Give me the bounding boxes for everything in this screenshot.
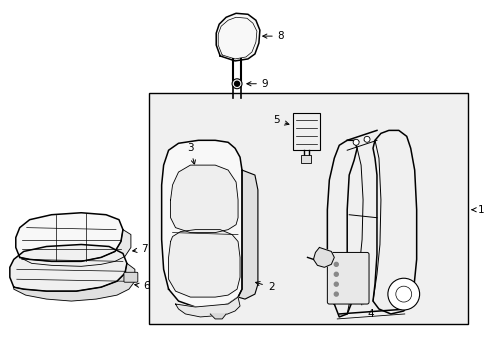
Circle shape [334, 282, 338, 286]
Polygon shape [20, 230, 131, 266]
Polygon shape [170, 165, 238, 233]
Polygon shape [10, 244, 127, 291]
Polygon shape [210, 314, 225, 319]
Polygon shape [313, 247, 334, 267]
Text: 7: 7 [132, 244, 147, 255]
Circle shape [387, 278, 419, 310]
Text: 9: 9 [246, 79, 268, 89]
Polygon shape [326, 140, 356, 317]
Circle shape [232, 79, 242, 89]
Text: 2: 2 [255, 282, 274, 292]
Polygon shape [216, 13, 259, 61]
Circle shape [234, 81, 239, 86]
Text: 3: 3 [187, 143, 195, 165]
Circle shape [352, 139, 358, 145]
Text: 8: 8 [262, 31, 284, 41]
Polygon shape [14, 264, 135, 301]
Circle shape [395, 286, 411, 302]
FancyBboxPatch shape [123, 272, 138, 282]
Polygon shape [168, 230, 240, 297]
Circle shape [334, 262, 338, 266]
Text: 4: 4 [361, 300, 373, 319]
Circle shape [334, 272, 338, 276]
Polygon shape [238, 170, 257, 299]
Text: 1: 1 [471, 205, 484, 215]
Polygon shape [16, 213, 122, 261]
Polygon shape [162, 140, 242, 307]
Bar [148, 93, 468, 324]
FancyBboxPatch shape [326, 252, 368, 304]
Text: 6: 6 [134, 281, 149, 291]
Bar [300, 155, 311, 163]
Text: 5: 5 [272, 116, 288, 126]
Polygon shape [372, 130, 416, 314]
Bar [292, 113, 320, 150]
Polygon shape [175, 297, 240, 317]
Circle shape [334, 292, 338, 296]
Circle shape [364, 136, 369, 142]
